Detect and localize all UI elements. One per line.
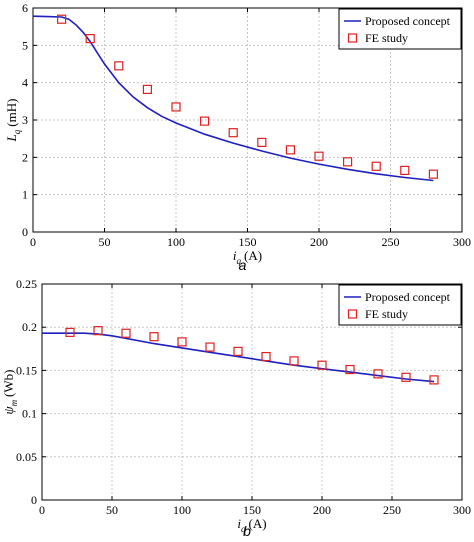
y-tick-label: 0: [31, 493, 37, 507]
chart-panel-a: 0 50 100 150 200 250 300 0 1 2 3 4 5 6 iq (A) Lq (mH) Prop…: [4, 1, 471, 273]
y-tick-label: 0: [22, 225, 28, 239]
series-line-proposed-concept: [42, 333, 434, 381]
data-point-fe-study: [402, 373, 410, 381]
x-tick-label: 100: [167, 235, 185, 249]
y-axis-label-unit: (Wb): [1, 369, 16, 396]
y-tick-label: 0.25: [16, 277, 37, 291]
data-point-fe-study: [429, 170, 437, 178]
y-axis-label-sub: m: [9, 399, 19, 406]
data-point-fe-study: [262, 353, 270, 361]
data-point-fe-study: [401, 166, 409, 174]
y-tick-label: 0.05: [16, 450, 37, 464]
legend: Proposed concept FE study: [339, 9, 461, 49]
data-point-fe-study: [372, 162, 380, 170]
data-point-fe-study: [290, 357, 298, 365]
x-tick-label: 150: [243, 503, 261, 517]
y-tick-label: 5: [22, 38, 28, 52]
x-tick-label: 250: [383, 503, 401, 517]
data-point-fe-study: [344, 158, 352, 166]
x-tick-label: 300: [453, 235, 471, 249]
y-tick-label: 1: [22, 188, 28, 202]
x-tick-label: 100: [173, 503, 191, 517]
x-tick-label: 150: [239, 235, 257, 249]
y-axis-label-main: L: [4, 134, 19, 142]
y-axis-label: Lq (mH): [4, 99, 22, 143]
x-tick-label: 50: [106, 503, 118, 517]
y-tick-label: 6: [22, 1, 28, 15]
y-tick-label: 4: [22, 76, 28, 90]
data-point-fe-study: [201, 117, 209, 125]
legend-label: FE study: [365, 307, 408, 321]
x-axis-label: iq (A): [233, 248, 262, 266]
x-tick-label: 0: [30, 235, 36, 249]
legend: Proposed concept FE study: [339, 285, 461, 325]
x-tick-label: 50: [99, 235, 111, 249]
data-point-fe-study: [206, 343, 214, 351]
data-point-fe-study: [143, 85, 151, 93]
y-axis-label-unit: (mH): [4, 99, 19, 127]
y-tick-label: 2: [22, 150, 28, 164]
data-point-fe-study: [66, 328, 74, 336]
panel-label: b: [243, 523, 251, 539]
data-point-fe-study: [234, 347, 242, 355]
x-tick-label: 200: [310, 235, 328, 249]
data-point-fe-study: [122, 329, 130, 337]
data-point-fe-study: [229, 129, 237, 137]
y-tick-label: 0.2: [22, 320, 37, 334]
x-axis-label-unit: (A): [244, 248, 262, 263]
data-point-fe-study: [258, 138, 266, 146]
data-point-fe-study: [430, 376, 438, 384]
data-point-fe-study: [115, 62, 123, 70]
data-point-fe-study: [150, 333, 158, 341]
y-axis-label-sub: q: [12, 129, 22, 134]
x-axis-label: iq (A): [237, 516, 266, 534]
x-tick-label: 300: [453, 503, 471, 517]
y-tick-label: 0.15: [16, 363, 37, 377]
legend-label: Proposed concept: [365, 14, 451, 28]
x-tick-label: 250: [382, 235, 400, 249]
panel-label: a: [239, 257, 247, 273]
chart-panel-b: 0 50 100 150 200 250 300 0 0.05 0.1 0.15 0.2 0.25 iq(…: [1, 277, 471, 539]
data-point-fe-study: [286, 146, 294, 154]
x-tick-label: 200: [313, 503, 331, 517]
x-tick-label: 0: [39, 503, 45, 517]
y-tick-label: 3: [22, 113, 28, 127]
legend-label: FE study: [365, 31, 408, 45]
x-axis-label-unit: (A): [249, 516, 267, 531]
legend-label: Proposed concept: [365, 290, 451, 304]
y-tick-label: 0.1: [22, 407, 37, 421]
